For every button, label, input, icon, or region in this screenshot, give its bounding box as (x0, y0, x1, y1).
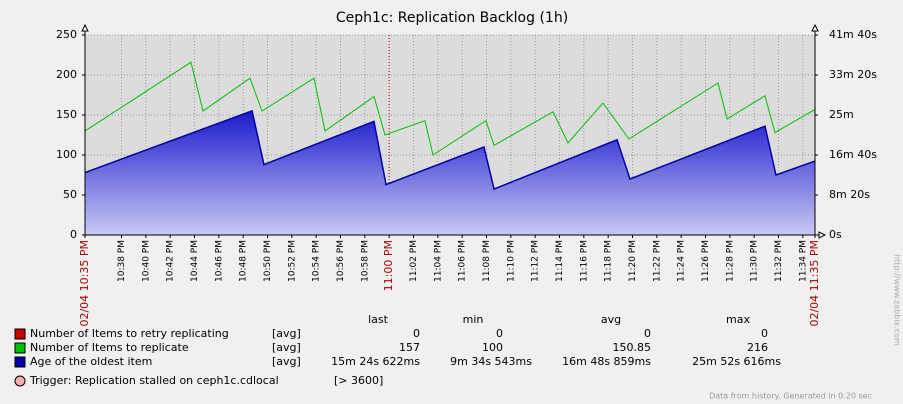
legend-header: max (726, 313, 750, 326)
legend-stat: 100 (482, 341, 503, 354)
x-tick-label: 10:58 PM (360, 240, 370, 282)
legend-stat: 9m 34s 543ms (450, 355, 532, 368)
legend-swatch (14, 342, 26, 354)
x-tick-label: 11:00 PM (382, 240, 395, 291)
x-tick-label: 10:40 PM (141, 240, 151, 282)
y-tick-label: 100 (56, 148, 77, 161)
axis-arrow (811, 23, 819, 32)
series-line (84, 109, 816, 191)
legend-label: Number of Items to retry replicating (30, 327, 229, 340)
x-tick-label: 10:50 PM (263, 240, 273, 282)
axis-arrow (81, 23, 89, 32)
legend-stat: 157 (399, 341, 420, 354)
x-tick-label: 11:12 PM (531, 240, 541, 282)
legend-stat: 0 (496, 327, 503, 340)
axis-arrow (818, 231, 827, 239)
x-tick-label: 10:52 PM (287, 240, 297, 282)
legend-stat: 0 (761, 327, 768, 340)
legend-header: last (368, 313, 389, 326)
y2-tick-label: 0s (829, 228, 842, 241)
x-tick-label: 11:24 PM (677, 240, 687, 282)
x-tick-label: 11:16 PM (579, 240, 589, 282)
trigger-label: Trigger: Replication stalled on ceph1c.c… (29, 374, 279, 387)
legend-stat: 0 (644, 327, 651, 340)
legend-func: [avg] (272, 355, 301, 368)
legend-swatch (14, 328, 26, 340)
legend-stat: 150.85 (613, 341, 652, 354)
footer: Data from history. Generated in 0.20 sec (709, 392, 872, 401)
x-tick-label: 11:34 PM (798, 240, 808, 282)
x-tick-label: 11:30 PM (750, 240, 760, 282)
x-tick-label: 11:08 PM (482, 240, 492, 282)
legend-header: min (463, 313, 484, 326)
x-tick-label: 10:54 PM (312, 240, 322, 282)
x-tick-label: 11:02 PM (409, 240, 419, 282)
x-tick-label: 11:10 PM (506, 240, 516, 282)
x-tick-label: 11:18 PM (604, 240, 614, 282)
x-tick-label: 11:04 PM (433, 240, 443, 282)
legend-stat: 25m 52s 616ms (692, 355, 781, 368)
legend-header: avg (601, 313, 621, 326)
x-tick-label: 11:26 PM (701, 240, 711, 282)
y-tick-label: 150 (56, 108, 77, 121)
legend-stat: 15m 24s 622ms (331, 355, 420, 368)
x-tick-label: 10:38 PM (117, 240, 127, 282)
x-tick-label: 10:46 PM (214, 240, 224, 282)
x-tick-label: 11:32 PM (774, 240, 784, 282)
legend-func: [avg] (272, 327, 301, 340)
x-tick-label: 11:14 PM (555, 240, 565, 282)
y2-tick-label: 41m 40s (829, 28, 877, 41)
legend-stat: 0 (413, 327, 420, 340)
y2-tick-label: 8m 20s (829, 188, 870, 201)
trigger-marker (14, 375, 26, 387)
watermark: http://www.zabbix.com (893, 254, 902, 346)
x-tick-label: 02/04 11:35 PM (808, 240, 821, 327)
plot: 0 50 100 150 200 250 0s 8m 20s 16m 40s 25m 33m 20s… (14, 23, 877, 387)
x-tick-label: 02/04 10:35 PM (78, 240, 91, 327)
x-tick-label: 10:56 PM (336, 240, 346, 282)
y2-tick-label: 33m 20s (829, 68, 877, 81)
legend-label: Age of the oldest item (30, 355, 152, 368)
x-tick-label: 11:28 PM (725, 240, 735, 282)
legend-stat: 216 (747, 341, 768, 354)
x-tick-label: 10:48 PM (239, 240, 249, 282)
series-line (84, 61, 816, 156)
legend-swatch (14, 356, 26, 368)
x-tick-label: 10:44 PM (190, 240, 200, 282)
legend-func: [avg] (272, 341, 301, 354)
y-tick-label: 200 (56, 68, 77, 81)
chart-title: Ceph1c: Replication Backlog (1h) (336, 10, 568, 26)
x-tick-label: 11:20 PM (628, 240, 638, 282)
y2-tick-label: 25m (829, 108, 854, 121)
legend-stat: 16m 48s 859ms (562, 355, 651, 368)
y2-tick-label: 16m 40s (829, 148, 877, 161)
y-tick-label: 0 (70, 228, 77, 241)
x-tick-label: 11:06 PM (458, 240, 468, 282)
series-area (85, 110, 815, 235)
trigger-threshold: [> 3600] (334, 374, 383, 387)
x-tick-label: 11:22 PM (652, 240, 662, 282)
legend-label: Number of Items to replicate (30, 341, 189, 354)
x-tick-label: 10:42 PM (166, 240, 176, 282)
y-tick-label: 250 (56, 28, 77, 41)
y-tick-label: 50 (63, 188, 77, 201)
